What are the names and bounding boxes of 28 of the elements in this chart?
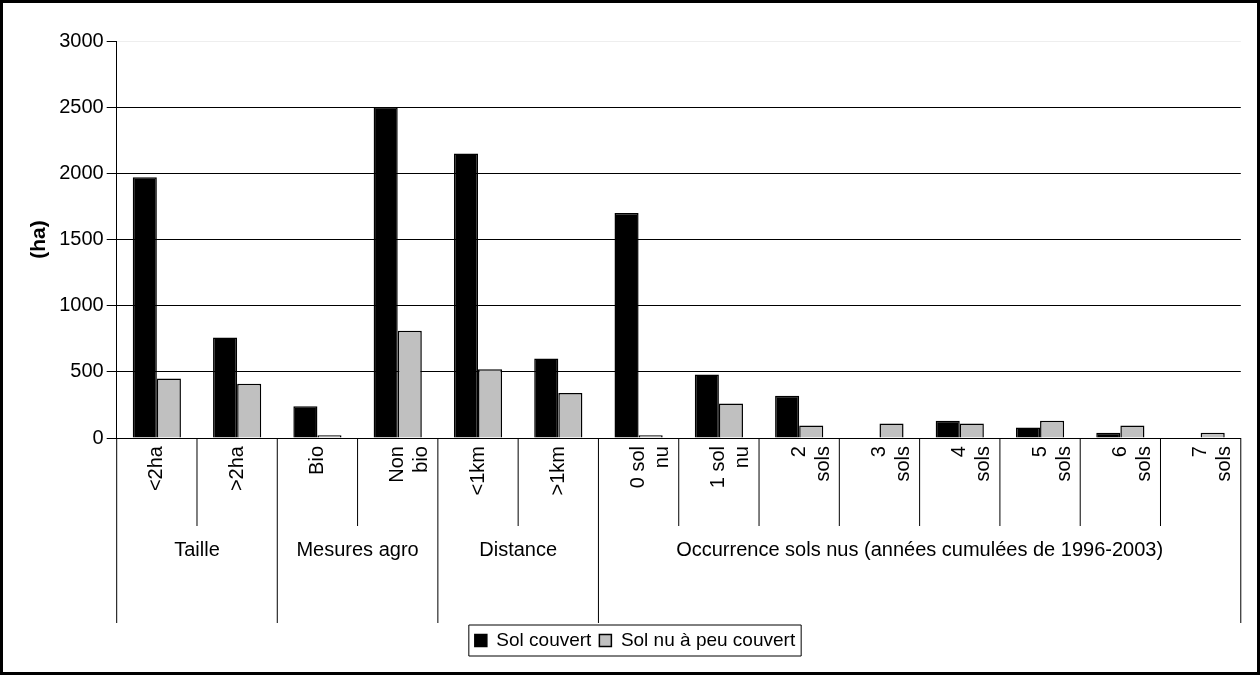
y-tick-label: 2000 [59, 160, 104, 183]
y-axis-title: (ha) [26, 220, 50, 259]
legend-label: Sol nu à peu couvert [620, 628, 796, 650]
x-tick-label: 1 sol nu [706, 446, 753, 489]
y-tick-label: 0 [92, 425, 104, 448]
x-tick-label: Non bio [385, 446, 432, 483]
y-tick-label: 1000 [59, 293, 104, 316]
y-tick-label: 2500 [59, 94, 104, 117]
x-tick-label: <2ha [144, 445, 167, 492]
x-tick-label: 2 sols [786, 446, 833, 482]
x-tick-label: 7 sols [1188, 446, 1235, 482]
y-tick-label: 3000 [59, 28, 104, 51]
x-tick-label: >1km [545, 446, 568, 496]
text: Distance [479, 537, 558, 560]
legend-label: Sol couvert [496, 628, 593, 650]
text: Mesures agro [296, 537, 419, 560]
x-tick-label: >2ha [224, 445, 247, 492]
x-tick-label: 6 sols [1107, 446, 1154, 482]
text: Occurrence sols nus (années cumulées de 1996-2003) [676, 537, 1164, 560]
x-tick-label: 5 sols [1027, 446, 1074, 482]
x-tick-label: <1km [465, 446, 488, 496]
x-tick-label: 4 sols [947, 446, 994, 482]
y-tick-label: 500 [70, 359, 104, 382]
x-tick-label: 3 sols [866, 446, 913, 482]
x-tick-label: Bio [304, 446, 327, 475]
text: Taille [174, 537, 220, 560]
y-tick-label: 1500 [59, 227, 104, 250]
x-tick-label: 0 sol nu [626, 446, 673, 489]
